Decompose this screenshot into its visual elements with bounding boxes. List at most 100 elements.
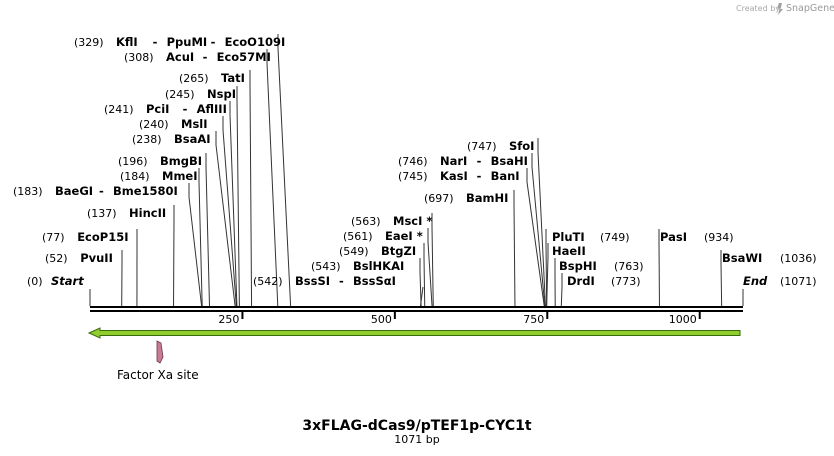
site-pvuii[interactable]: (52) PvuII [45,251,113,265]
site-pluti[interactable]: (749) PluTI [552,230,630,244]
leader-line [431,226,434,307]
site-bmgbi[interactable]: (196) BmgBI [118,154,202,168]
site-kasi[interactable]: (745) KasI - BanI [398,169,520,183]
site-enzyme-name: BsaAI [174,132,211,146]
plasmid-name: 3xFLAG-dCas9/pTEF1p-CYC1t [302,418,532,434]
site-separator: - [477,169,482,183]
leader-line [249,83,253,307]
site-enzyme-name: BanI [491,169,520,183]
site-position: (241) [104,103,134,116]
site-acui[interactable]: (308) AcuI - Eco57MI [124,50,271,64]
site-haeii[interactable]: HaeII [552,244,586,258]
site-pcii[interactable]: (241) PciI - AflIII [104,102,227,116]
site-sfoi[interactable]: (747) SfoI [467,139,534,153]
leader-line [526,181,545,307]
site-bsssi[interactable]: (542) BssSI - BssSαI [253,274,396,288]
site-position: (196) [118,155,148,168]
site-position: (240) [139,118,169,131]
leader-line [215,144,236,307]
credit-brand: SnapGene [786,3,834,14]
site-enzyme-name: BmgBI [160,154,202,168]
site-separator: - [203,50,208,64]
site-tati[interactable]: (265) TatI [179,71,245,85]
site-btgzi[interactable]: (549) BtgZI [339,244,416,258]
site-enzyme-name: PciI [146,102,169,116]
site-position: (265) [179,72,209,85]
leader-line [546,256,549,307]
site-nari[interactable]: (746) NarI - BsaHI [398,154,528,168]
site-position: (77) [42,231,65,244]
leader-line [720,263,723,307]
site-msci[interactable]: (563) MscI * [351,214,432,228]
site-enzyme-name: AcuI [166,50,194,64]
site-mmei[interactable]: (184) MmeI [120,169,198,183]
site-position: (1036) [780,252,817,265]
site-position: (245) [165,88,195,101]
orf-arrow[interactable] [87,327,741,339]
leader-line [277,47,292,307]
end-position: (0) [27,275,43,288]
ruler-tick-label: 500 [371,313,392,326]
site-separator: - [183,102,188,116]
site-position: (542) [253,275,283,288]
factor-xa-site-label: Factor Xa site [117,368,199,382]
end-name: Start [51,274,84,288]
leader-line [560,286,563,307]
site-position: (773) [611,275,641,288]
site-baegi[interactable]: (183) BaeGI - Bme1580I [13,184,178,198]
site-enzyme-name: EaeI * [385,229,423,243]
site-ecop15i[interactable]: (77) EcoP15I [42,230,128,244]
leader-line [537,151,546,307]
site-msli[interactable]: (240) MslI [139,117,208,131]
snapgene-logo-icon [777,3,783,15]
site-enzyme-name: PpuMI [167,35,208,49]
right-end: (1071) End [743,274,817,288]
site-position: (745) [398,170,428,183]
site-enzyme-name: BtgZI [381,244,416,258]
leader-line [229,114,238,307]
leader-line [427,241,433,307]
site-pasi[interactable]: (934) PasI [660,230,734,244]
site-enzyme-name: MslI [181,117,208,131]
site-position: (549) [339,245,369,258]
site-position: (747) [467,140,497,153]
site-enzyme-name: BamHI [466,191,508,205]
ruler-tick-label: 750 [523,313,544,326]
site-enzyme-name: NarI [440,154,467,168]
site-drdi[interactable]: (773) DrdI [567,274,641,288]
site-position: (238) [132,133,162,146]
site-enzyme-name: EcoO109I [225,35,286,49]
site-kfli[interactable]: (329) KflI - PpuMI - EcoO109I [74,35,285,49]
site-position: (52) [45,252,68,265]
leader-line [188,196,203,307]
site-enzyme-name: AflIII [197,102,227,116]
site-separator: - [99,184,104,198]
site-enzyme-name: BaeGI [55,184,93,198]
site-enzyme-name: BslHKAI [353,259,404,273]
ruler-tick-label: 250 [218,313,239,326]
site-enzyme-name: DrdI [567,274,595,288]
factor-xa-site-feature[interactable] [156,340,164,364]
site-bamhi[interactable]: (697) BamHI [424,191,508,205]
site-bslhkai[interactable]: (543) BslHKAI [311,259,404,273]
site-enzyme-name: MmeI [162,169,198,183]
site-bsphi[interactable]: (763) BspHI [559,259,644,273]
left-end: (0) Start [27,274,84,288]
site-enzyme-name: Bme1580I [113,184,178,198]
site-eaei[interactable]: (561) EaeI * [343,229,423,243]
site-enzyme-name: EcoP15I [77,230,128,244]
site-position: (749) [600,231,630,244]
site-enzyme-name: MscI * [393,214,432,228]
site-enzyme-name: NspI [207,87,236,101]
site-nspi[interactable]: (245) NspI [165,87,236,101]
site-hincii[interactable]: (137) HincII [87,206,166,220]
site-bsaai[interactable]: (238) BsaAI [132,132,211,146]
site-enzyme-name: BsaWI [722,251,762,265]
ruler: 250 500 750 1000 [218,312,701,326]
site-bsawi[interactable]: (1036) BsaWI [722,251,817,265]
site-enzyme-name: BssSαI [353,274,396,288]
leader-line [423,256,426,307]
site-enzyme-name: SfoI [509,139,534,153]
site-separator: - [153,35,158,49]
restriction-site-labels: (329) KflI - PpuMI - EcoO109I(308) AcuI - Eco57M… [13,35,817,288]
